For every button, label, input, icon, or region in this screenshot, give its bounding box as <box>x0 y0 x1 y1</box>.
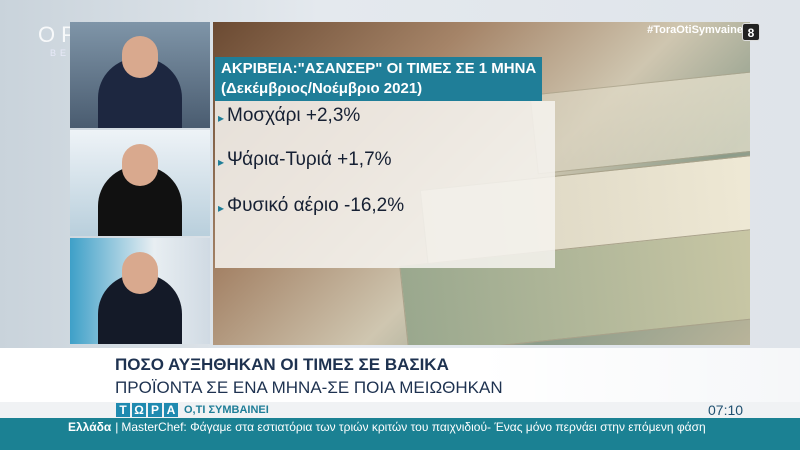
video-tile-guest-1 <box>70 130 210 236</box>
news-ticker: Ελλάδα | MasterChef: Φάγαμε στα εστιατόρια… <box>0 418 800 436</box>
ticker-bottom <box>0 436 800 450</box>
price-graphic: ΑΚΡΙΒΕΙΑ:"ΑΣΑΝΣΕΡ" ΟΙ ΤΙΜΕΣ ΣΕ 1 ΜΗΝΑ (Δ… <box>215 57 555 268</box>
headline-line-1: ΠΟΣΟ ΑΥΞΗΘΗΚΑΝ ΟΙ ΤΙΜΕΣ ΣΕ ΒΑΣΙΚΑ <box>115 355 449 374</box>
ticker-separator: | <box>115 420 119 434</box>
list-item: Φυσικό αέριο -16,2% <box>227 195 405 216</box>
lower-third <box>0 348 800 402</box>
arrow-icon: ▸ <box>218 155 225 169</box>
show-letter: Τ <box>116 403 130 417</box>
rating-badge: 8 <box>742 23 760 41</box>
graphic-title: ΑΚΡΙΒΕΙΑ:"ΑΣΑΝΣΕΡ" ΟΙ ΤΙΜΕΣ ΣΕ 1 ΜΗΝΑ <box>221 60 537 77</box>
show-letter: Α <box>164 403 178 417</box>
graphic-title-box: ΑΚΡΙΒΕΙΑ:"ΑΣΑΝΣΕΡ" ΟΙ ΤΙΜΕΣ ΣΕ 1 ΜΗΝΑ (Δ… <box>215 57 543 101</box>
headline-line-2: ΠΡΟΪΟΝΤΑ ΣΕ ΕΝΑ ΜΗΝΑ-ΣΕ ΠΟΙΑ ΜΕΙΩΘΗΚΑΝ <box>115 378 503 397</box>
video-tile-anchor <box>70 22 210 128</box>
arrow-icon: ▸ <box>218 201 225 215</box>
ticker-category: Ελλάδα <box>68 420 112 434</box>
show-letter: Ρ <box>148 403 162 417</box>
clock: 07:10 <box>708 402 744 418</box>
show-name: Ο,ΤΙ ΣΥΜΒΑΙΝΕΙ <box>184 404 269 416</box>
video-tile-guest-2 <box>70 238 210 344</box>
hashtag: #ToraOtiSymvainei <box>647 24 746 36</box>
list-item: Ψάρια-Τυριά +1,7% <box>227 149 392 170</box>
list-item: Μοσχάρι +2,3% <box>227 105 361 126</box>
graphic-subtitle: (Δεκέμβριος/Νοέμβριο 2021) <box>221 80 423 97</box>
arrow-icon: ▸ <box>218 111 225 125</box>
show-letter: Ω <box>132 403 146 417</box>
show-logo: Τ Ω Ρ Α <box>116 403 178 417</box>
ticker-text: MasterChef: Φάγαμε στα εστιατόρια των τρ… <box>121 420 706 434</box>
price-list: ▸ Μοσχάρι +2,3% ▸ Ψάρια-Τυριά +1,7% ▸ Φυ… <box>215 101 555 268</box>
